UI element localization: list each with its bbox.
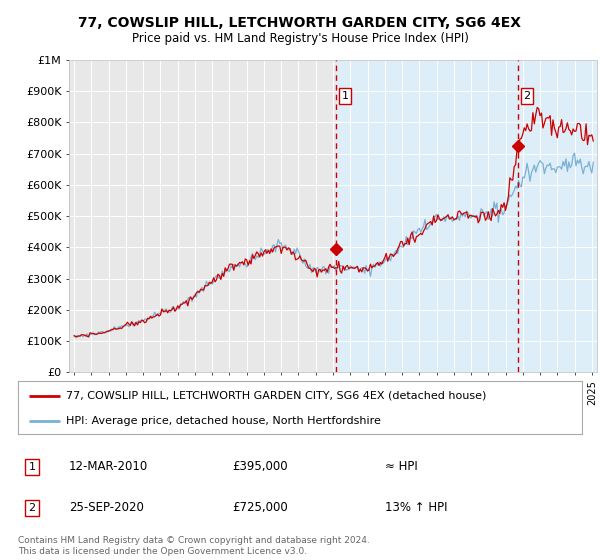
Text: 77, COWSLIP HILL, LETCHWORTH GARDEN CITY, SG6 4EX: 77, COWSLIP HILL, LETCHWORTH GARDEN CITY… xyxy=(79,16,521,30)
Text: 25-SEP-2020: 25-SEP-2020 xyxy=(69,501,143,514)
Text: 13% ↑ HPI: 13% ↑ HPI xyxy=(385,501,447,514)
Bar xyxy=(518,60,597,372)
Bar xyxy=(336,60,600,372)
Text: 77, COWSLIP HILL, LETCHWORTH GARDEN CITY, SG6 4EX (detached house): 77, COWSLIP HILL, LETCHWORTH GARDEN CITY… xyxy=(66,391,487,401)
Text: Price paid vs. HM Land Registry's House Price Index (HPI): Price paid vs. HM Land Registry's House … xyxy=(131,32,469,45)
Text: 1: 1 xyxy=(341,91,349,101)
Text: £725,000: £725,000 xyxy=(232,501,288,514)
Text: 2: 2 xyxy=(29,503,35,513)
Text: ≈ HPI: ≈ HPI xyxy=(385,460,418,473)
Text: £395,000: £395,000 xyxy=(232,460,288,473)
Text: 1: 1 xyxy=(29,462,35,472)
Text: 2: 2 xyxy=(523,91,530,101)
Text: Contains HM Land Registry data © Crown copyright and database right 2024.
This d: Contains HM Land Registry data © Crown c… xyxy=(18,536,370,556)
Bar xyxy=(336,60,597,372)
Text: 12-MAR-2010: 12-MAR-2010 xyxy=(69,460,148,473)
Text: HPI: Average price, detached house, North Hertfordshire: HPI: Average price, detached house, Nort… xyxy=(66,416,381,426)
